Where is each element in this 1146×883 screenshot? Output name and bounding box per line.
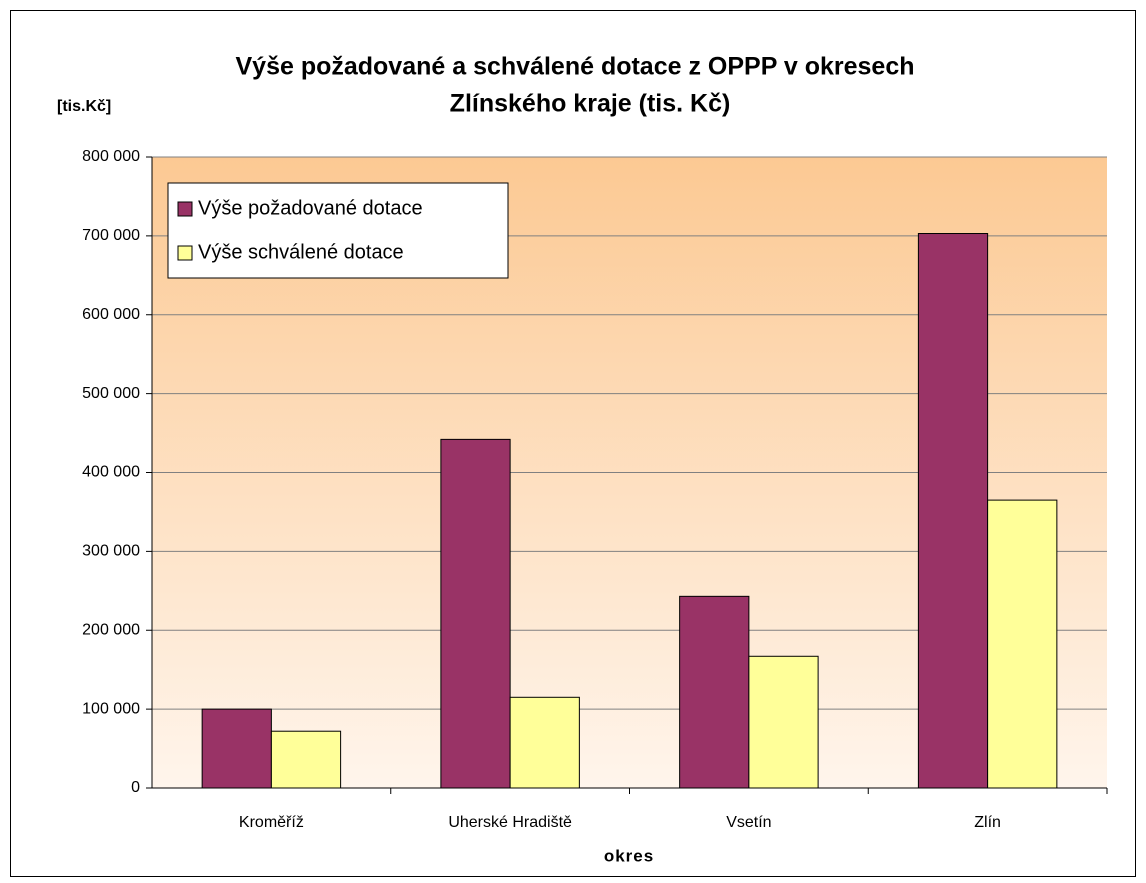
bar bbox=[987, 499, 1058, 789]
chart-title: Výše požadované a schválené dotace z OPP… bbox=[235, 53, 914, 81]
bar bbox=[270, 730, 342, 789]
legend-box bbox=[167, 182, 509, 279]
y-tick-label: 0 bbox=[131, 779, 140, 796]
y-tick-label: 500 000 bbox=[82, 385, 140, 402]
bar bbox=[201, 708, 272, 789]
bar bbox=[509, 696, 580, 789]
x-tick-label: Uherské Hradiště bbox=[448, 814, 572, 831]
y-axis-label: [tis.Kč] bbox=[57, 98, 111, 115]
legend-swatch bbox=[177, 201, 193, 217]
y-tick-label: 700 000 bbox=[82, 227, 140, 244]
x-tick-label: Vsetín bbox=[726, 814, 771, 831]
axes: 0 100 000 200 000 300 000 400 000 500 000 600 … bbox=[82, 148, 1108, 831]
bars bbox=[201, 233, 1058, 789]
chart-subtitle: Zlínského kraje (tis. Kč) bbox=[450, 90, 731, 118]
legend: Výše požadované dotace Výše schválené dot… bbox=[167, 182, 509, 279]
y-tick-label: 800 000 bbox=[82, 148, 140, 165]
y-tick-label: 100 000 bbox=[82, 700, 140, 717]
legend-label: Výše schválené dotace bbox=[198, 241, 404, 263]
bar bbox=[917, 233, 989, 789]
bar bbox=[748, 655, 819, 789]
bar bbox=[440, 438, 511, 789]
x-tick-label: Kroměříž bbox=[239, 814, 304, 831]
x-axis-label: okres bbox=[604, 846, 654, 865]
y-tick-label: 400 000 bbox=[82, 464, 140, 481]
y-tick-label: 600 000 bbox=[82, 306, 140, 323]
x-tick-label: Zlín bbox=[974, 814, 1001, 831]
bar bbox=[679, 595, 750, 789]
y-tick-label: 300 000 bbox=[82, 543, 140, 560]
y-tick-label: 200 000 bbox=[82, 621, 140, 638]
legend-label: Výše požadované dotace bbox=[198, 197, 423, 219]
legend-swatch bbox=[177, 245, 193, 261]
